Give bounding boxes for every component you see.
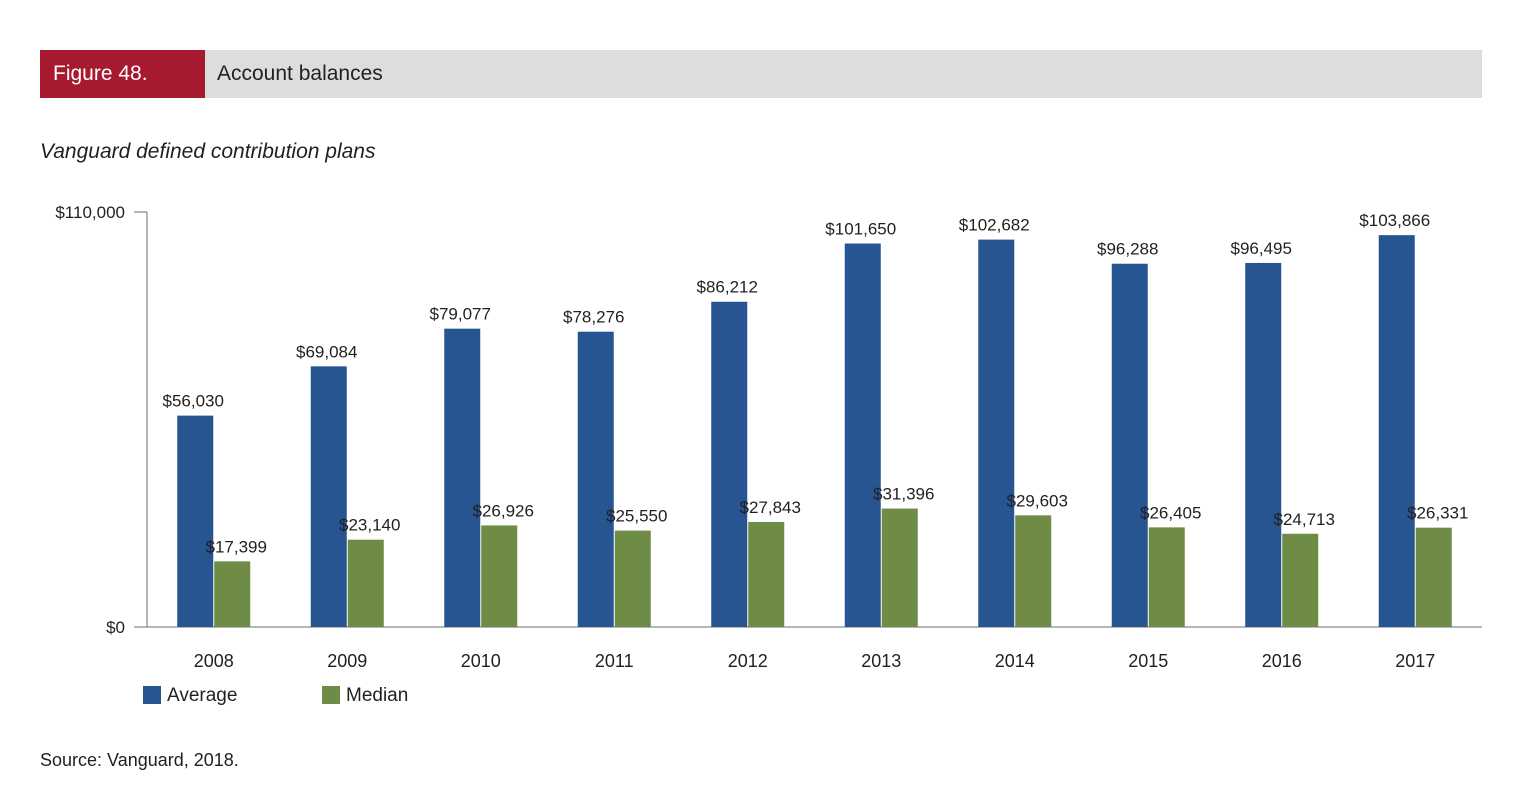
x-tick-label-2013: 2013	[861, 651, 901, 671]
bar-average-2008	[177, 415, 214, 627]
value-label-median-2017: $26,331	[1407, 504, 1468, 523]
value-label-average-2013: $101,650	[825, 220, 896, 239]
chart-subtitle: Vanguard defined contribution plans	[40, 140, 376, 163]
value-label-median-2009: $23,140	[339, 516, 400, 535]
bar-median-2017	[1415, 527, 1452, 627]
value-label-median-2011: $25,550	[606, 507, 667, 526]
y-tick-label: $0	[106, 618, 125, 637]
value-label-median-2010: $26,926	[473, 501, 534, 520]
x-tick-label-2009: 2009	[327, 651, 367, 671]
legend-label-average: Average	[167, 685, 237, 706]
value-label-median-2008: $17,399	[206, 537, 267, 556]
bar-average-2010	[444, 328, 481, 627]
x-tick-label-2015: 2015	[1128, 651, 1168, 671]
x-tick-label-2014: 2014	[995, 651, 1035, 671]
legend-label-median: Median	[346, 685, 408, 706]
value-label-average-2010: $79,077	[430, 305, 491, 324]
figure-title: Account balances	[217, 62, 383, 85]
x-tick-label-2012: 2012	[728, 651, 768, 671]
bar-average-2013	[844, 243, 881, 628]
x-tick-label-2011: 2011	[595, 651, 634, 671]
chart-value-labels: $56,030 $17,399 $69,084 $23,140 $79,077 $26,9…	[163, 211, 1469, 556]
value-label-average-2016: $96,495	[1231, 239, 1292, 258]
x-tick-label-2016: 2016	[1262, 651, 1302, 671]
chart-bars	[177, 235, 1452, 628]
x-tick-label-2017: 2017	[1395, 651, 1435, 671]
value-label-average-2015: $96,288	[1097, 240, 1158, 259]
bar-average-2012	[711, 301, 748, 627]
x-tick-label-2008: 2008	[194, 651, 234, 671]
bar-median-2010	[481, 525, 518, 627]
bar-average-2014	[978, 239, 1015, 627]
bar-average-2015	[1111, 263, 1148, 627]
bar-median-2011	[614, 530, 651, 627]
bar-chart: $0$110,000 $56,030$17,399$69,084$23,140$…	[55, 203, 1482, 706]
value-label-average-2008: $56,030	[163, 392, 224, 411]
source-note: Source: Vanguard, 2018.	[40, 750, 239, 770]
bar-average-2011	[577, 331, 614, 627]
bar-median-2012	[748, 521, 785, 627]
figure-header: Figure 48. Account balances	[40, 50, 1482, 98]
value-label-average-2014: $102,682	[959, 216, 1030, 235]
bar-median-2013	[881, 508, 918, 627]
value-label-average-2009: $69,084	[296, 342, 357, 361]
value-label-average-2017: $103,866	[1359, 211, 1430, 230]
value-label-median-2012: $27,843	[740, 498, 801, 517]
figure-number: Figure 48.	[40, 50, 205, 98]
bar-median-2015	[1148, 527, 1185, 627]
bar-average-2009	[310, 366, 347, 627]
bar-average-2016	[1245, 262, 1282, 627]
bar-median-2016	[1282, 533, 1319, 627]
value-label-average-2011: $78,276	[563, 308, 624, 327]
chart-legend: Average Median	[143, 685, 408, 706]
value-label-median-2013: $31,396	[873, 485, 934, 504]
bar-average-2017	[1378, 235, 1415, 627]
value-label-average-2012: $86,212	[697, 278, 758, 297]
bar-median-2009	[347, 539, 384, 627]
x-tick-label-2010: 2010	[461, 651, 501, 671]
legend-swatch-average	[143, 686, 161, 704]
value-label-median-2015: $26,405	[1140, 503, 1201, 522]
chart-x-labels: 2008 2009 2010 2011 2012 2013 2014 2015 2016 2017	[194, 651, 1436, 671]
y-tick-label: $110,000	[55, 203, 125, 222]
legend-swatch-median	[322, 686, 340, 704]
bar-median-2008	[214, 561, 251, 627]
bar-median-2014	[1015, 515, 1052, 627]
value-label-median-2014: $29,603	[1007, 491, 1068, 510]
value-label-median-2016: $24,713	[1274, 510, 1335, 529]
